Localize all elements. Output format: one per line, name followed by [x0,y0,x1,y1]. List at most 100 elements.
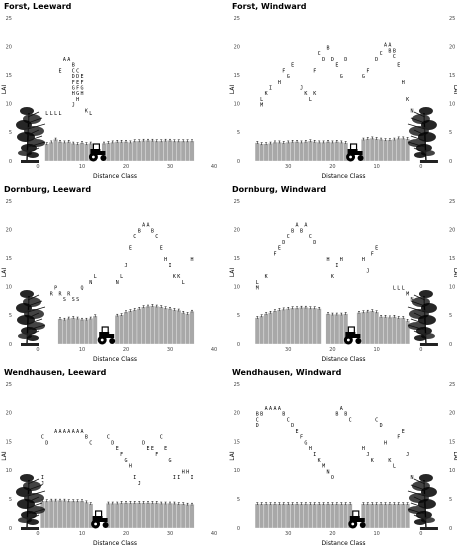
bar [387,503,393,529]
tree-foliage [27,519,39,525]
bar [110,141,116,162]
tractor-cab [92,143,101,151]
significance-letter: I [335,263,338,269]
tree-foliage [17,132,35,142]
bar [48,141,54,162]
bar [128,310,133,345]
y-tick-label: 20 [6,44,12,50]
significance-letter: M [322,464,325,470]
y-tick-label: 10 [234,102,240,108]
bar [396,317,402,345]
y-axis-label: LAI [229,85,236,95]
significance-letter: N [116,280,119,286]
y-tick-label: 25 [234,16,240,22]
significance-letter: D [142,440,145,446]
significance-letter: B [282,412,285,418]
y-tick-label: 10 [6,285,12,291]
bar [145,502,151,529]
significance-letter: B [151,228,154,234]
significance-letter: N [411,297,414,303]
bar [405,503,410,529]
bar [79,319,85,345]
bar [119,314,124,345]
significance-letter: G [72,86,75,92]
x-tick-label: 0 [419,531,422,537]
bar [180,503,186,529]
tractor-hub [346,338,350,342]
bar [299,307,304,345]
significance-letter: G [80,86,83,92]
y-tick-label-right: 5 [449,313,452,319]
bar [387,139,393,162]
tractor-hub [349,155,352,159]
significance-letter: A [58,429,61,435]
x-axis-label: Distance Class [322,540,366,547]
tree-foliage [17,315,35,325]
tree-branch [407,141,426,148]
significance-letter: M [406,291,409,297]
y-tick-label: 20 [6,411,12,417]
tree-foliage [413,335,426,341]
tree-foliage [17,499,35,509]
bar [268,503,273,529]
bar [145,306,151,345]
bar [172,503,177,529]
x-axis-label: Distance Class [322,356,366,363]
significance-letter: A [72,429,75,435]
y-tick-label: 15 [6,73,12,79]
significance-letter: C [318,51,321,57]
tree-branch [27,306,46,313]
significance-letter: O [331,475,334,481]
significance-letter: E [164,446,167,452]
significance-letter: C [380,51,383,57]
y-tick-label-right: 25 [449,16,455,22]
bar [57,318,63,345]
y-tick-label-right: 10 [449,102,455,108]
bar [277,503,282,529]
bar [254,503,260,529]
tree-branch [27,502,43,509]
panel-title: Forst, Leeward [4,2,72,11]
tree-branch [410,135,426,142]
bar [128,141,133,162]
tree-branch [27,135,43,142]
bar [391,503,397,529]
tree-branch [27,318,43,325]
y-axis-label: LAI [1,85,8,95]
significance-letter: N [411,475,414,481]
tree-branch [407,306,426,313]
bar [84,501,89,529]
x-tick-label: 40 [211,531,217,537]
significance-letter: C [155,234,158,240]
x-tick-label: 10 [79,164,85,170]
bar [62,319,67,345]
y-tick-label-right: 0 [449,342,452,348]
bar [281,503,287,529]
y-tick-label-right: 10 [449,468,455,474]
significance-letter: B [85,435,88,441]
panel-forst-windward: Forst, Windward 0 0 5 5 10 10 15 15 20 20 25 25 30 20 1… [229,2,457,180]
significance-letter: H [190,257,193,263]
y-tick-label: 20 [234,44,240,50]
tractor-body [345,332,356,338]
bar [254,142,260,162]
bar [189,311,195,345]
bar [316,141,322,162]
tractor-hood [356,151,363,155]
bar [290,307,296,345]
tree-ground [419,527,438,530]
significance-letter: G [168,458,171,464]
tractor-hood [108,334,115,338]
tree-foliage [27,335,39,341]
tractor-hood [99,151,106,155]
significance-letter: B [256,412,259,418]
panel-title: Dornburg, Leeward [4,185,91,194]
y-axis-label: LAI [1,268,8,278]
significance-letter: I [168,263,171,269]
significance-letter: A [67,429,70,435]
significance-letter: I [173,475,176,481]
bar [106,142,111,162]
bar [268,143,273,162]
significance-letter: D [344,57,347,63]
significance-letter: A [67,57,70,63]
